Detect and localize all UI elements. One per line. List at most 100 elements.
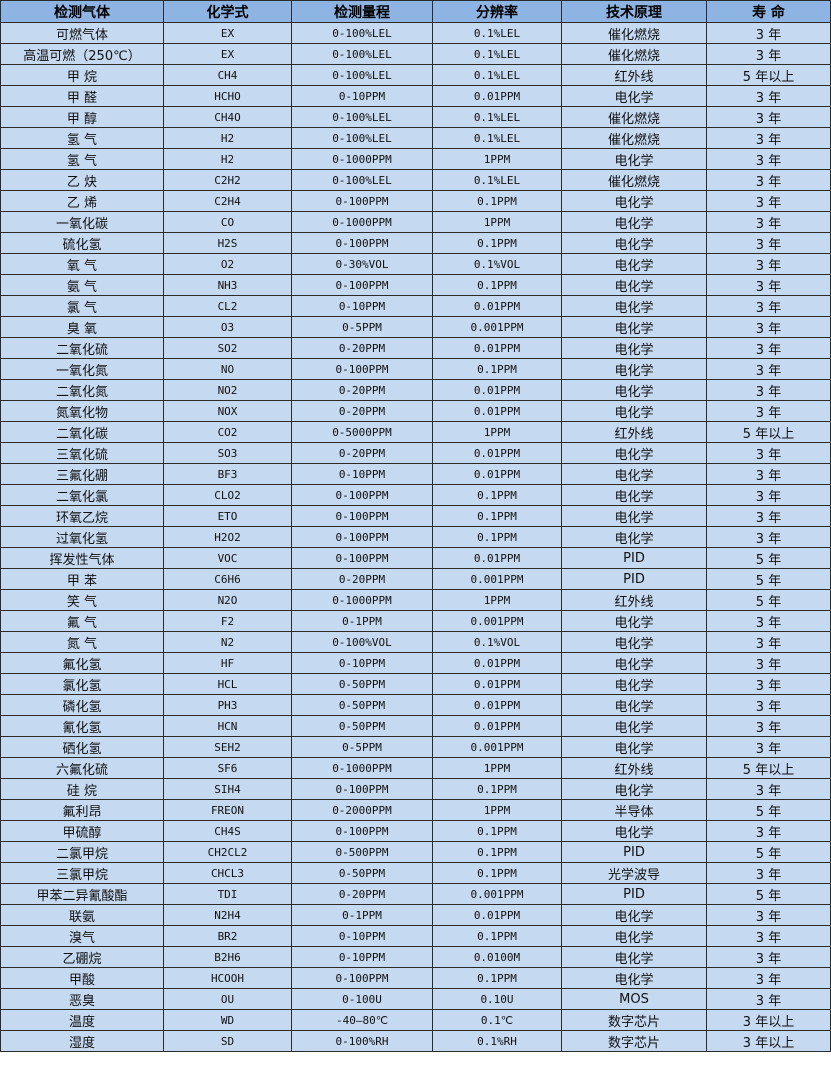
table-row: 过氧化氢 H2O2 0-100PPM 0.1PPM 电化学 3 年 [0, 526, 831, 548]
cell-formula: CL2 [163, 295, 292, 317]
cell-principle: 电化学 [561, 358, 707, 380]
cell-principle: 电化学 [561, 400, 707, 422]
cell-principle: 催化燃烧 [561, 22, 707, 44]
cell-range: 0-100%LEL [291, 22, 433, 44]
cell-resolution: 0.01PPM [432, 652, 562, 674]
cell-range: 0-100PPM [291, 505, 433, 527]
cell-gas: 二氧化硫 [0, 337, 164, 359]
cell-range: 0-100U [291, 988, 433, 1010]
cell-range: 0-5PPM [291, 316, 433, 338]
cell-principle: 电化学 [561, 715, 707, 737]
cell-resolution: 0.01PPM [432, 673, 562, 695]
cell-formula: SD [163, 1030, 292, 1052]
table-row: 可燃气体 EX 0-100%LEL 0.1%LEL 催化燃烧 3 年 [0, 22, 831, 44]
header-principle: 技术原理 [561, 0, 707, 23]
cell-formula: H2 [163, 148, 292, 170]
cell-resolution: 1PPM [432, 421, 562, 443]
cell-principle: 电化学 [561, 148, 707, 170]
cell-principle: 电化学 [561, 484, 707, 506]
cell-resolution: 0.01PPM [432, 715, 562, 737]
cell-range: 0-1000PPM [291, 148, 433, 170]
cell-gas: 联氨 [0, 904, 164, 926]
cell-lifespan: 3 年 [706, 316, 831, 338]
cell-lifespan: 3 年 [706, 694, 831, 716]
cell-resolution: 0.1PPM [432, 820, 562, 842]
cell-resolution: 0.1%LEL [432, 106, 562, 128]
cell-resolution: 0.01PPM [432, 904, 562, 926]
cell-principle: 电化学 [561, 904, 707, 926]
cell-principle: 电化学 [561, 253, 707, 275]
cell-formula: PH3 [163, 694, 292, 716]
cell-gas: 高温可燃（250℃） [0, 43, 164, 65]
cell-formula: HCHO [163, 85, 292, 107]
table-row: 甲 烷 CH4 0-100%LEL 0.1%LEL 红外线 5 年以上 [0, 64, 831, 86]
table-row: 联氨 N2H4 0-1PPM 0.01PPM 电化学 3 年 [0, 904, 831, 926]
table-row: 氧 气 O2 0-30%VOL 0.1%VOL 电化学 3 年 [0, 253, 831, 275]
cell-gas: 甲 醇 [0, 106, 164, 128]
cell-range: 0-500PPM [291, 841, 433, 863]
cell-lifespan: 3 年 [706, 22, 831, 44]
table-row: 臭 氧 O3 0-5PPM 0.001PPM 电化学 3 年 [0, 316, 831, 338]
cell-resolution: 0.1%LEL [432, 64, 562, 86]
table-row: 一氧化氮 NO 0-100PPM 0.1PPM 电化学 3 年 [0, 358, 831, 380]
cell-principle: 电化学 [561, 925, 707, 947]
cell-lifespan: 3 年 [706, 337, 831, 359]
cell-formula: B2H6 [163, 946, 292, 968]
cell-formula: SEH2 [163, 736, 292, 758]
header-gas: 检测气体 [0, 0, 164, 23]
cell-formula: SO2 [163, 337, 292, 359]
cell-resolution: 0.1PPM [432, 358, 562, 380]
cell-formula: TDI [163, 883, 292, 905]
cell-gas: 氢 气 [0, 127, 164, 149]
cell-gas: 一氧化氮 [0, 358, 164, 380]
cell-formula: N2H4 [163, 904, 292, 926]
table-row: 硫化氢 H2S 0-100PPM 0.1PPM 电化学 3 年 [0, 232, 831, 254]
cell-range: 0-20PPM [291, 337, 433, 359]
cell-range: 0-100PPM [291, 232, 433, 254]
table-row: 硅 烷 SIH4 0-100PPM 0.1PPM 电化学 3 年 [0, 778, 831, 800]
cell-range: 0-10PPM [291, 463, 433, 485]
cell-resolution: 0.01PPM [432, 463, 562, 485]
cell-formula: NO [163, 358, 292, 380]
cell-lifespan: 5 年以上 [706, 421, 831, 443]
cell-gas: 可燃气体 [0, 22, 164, 44]
cell-principle: MOS [561, 988, 707, 1010]
cell-range: 0-50PPM [291, 673, 433, 695]
header-resolution: 分辨率 [432, 0, 562, 23]
cell-range: 0-100PPM [291, 358, 433, 380]
cell-lifespan: 3 年 [706, 379, 831, 401]
cell-lifespan: 3 年 [706, 484, 831, 506]
cell-lifespan: 3 年 [706, 673, 831, 695]
cell-formula: EX [163, 43, 292, 65]
cell-formula: CO [163, 211, 292, 233]
cell-principle: 电化学 [561, 652, 707, 674]
cell-range: 0-1PPM [291, 904, 433, 926]
table-row: 氟 气 F2 0-1PPM 0.001PPM 电化学 3 年 [0, 610, 831, 632]
cell-principle: PID [561, 841, 707, 863]
cell-resolution: 0.1PPM [432, 526, 562, 548]
cell-gas: 甲苯二异氰酸酯 [0, 883, 164, 905]
cell-formula: C2H2 [163, 169, 292, 191]
cell-formula: OU [163, 988, 292, 1010]
cell-principle: 电化学 [561, 463, 707, 485]
cell-formula: CLO2 [163, 484, 292, 506]
cell-principle: 催化燃烧 [561, 106, 707, 128]
cell-formula: N2O [163, 589, 292, 611]
cell-lifespan: 3 年 [706, 631, 831, 653]
table-row: 氰化氢 HCN 0-50PPM 0.01PPM 电化学 3 年 [0, 715, 831, 737]
cell-resolution: 0.1PPM [432, 967, 562, 989]
cell-resolution: 0.1PPM [432, 274, 562, 296]
cell-formula: ETO [163, 505, 292, 527]
cell-gas: 氟化氢 [0, 652, 164, 674]
table-row: 甲 醛 HCHO 0-10PPM 0.01PPM 电化学 3 年 [0, 85, 831, 107]
cell-gas: 三氟化硼 [0, 463, 164, 485]
cell-formula: HF [163, 652, 292, 674]
cell-formula: FREON [163, 799, 292, 821]
cell-range: 0-100PPM [291, 526, 433, 548]
cell-resolution: 0.1PPM [432, 505, 562, 527]
cell-gas: 一氧化碳 [0, 211, 164, 233]
cell-lifespan: 3 年 [706, 253, 831, 275]
cell-lifespan: 3 年以上 [706, 1030, 831, 1052]
cell-principle: 红外线 [561, 757, 707, 779]
cell-resolution: 1PPM [432, 757, 562, 779]
